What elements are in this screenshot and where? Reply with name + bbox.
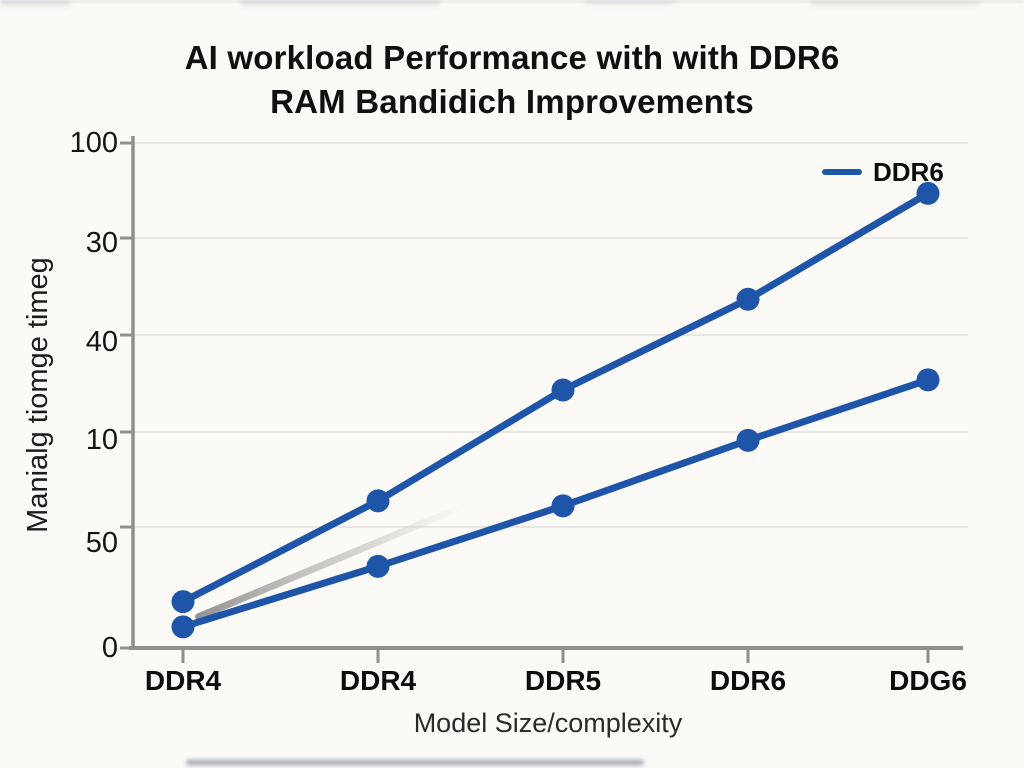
noise-smudge [0,0,70,6]
legend: DDR6 [822,157,944,187]
data-point [171,615,195,639]
data-point [916,181,940,205]
top-noise-band [0,0,1024,3]
y-tick-label: 100 [69,127,118,159]
data-point [551,378,575,402]
data-point [916,368,940,392]
stray-fade-line [195,499,474,621]
data-point [366,489,390,513]
x-tick-label: DDR5 [524,665,602,696]
data-point [366,554,390,578]
legend-line-swatch [822,169,862,175]
chart-title-line1: AI workload Performance with with DDR6 [184,39,840,76]
legend-label: DDR6 [873,157,944,187]
noise-smudge [810,1,980,5]
y-tick-label: 0 [101,632,118,664]
chart-title-line2: RAM Bandidich Improvements [270,83,754,120]
x-tick-label: DDR4 [144,665,222,696]
noise-smudge [585,0,675,4]
x-tick-label: DDR4 [339,665,417,696]
y-axis-title: Manialg tiomge timeg [22,257,54,533]
bottom-noise-artifact [186,760,644,765]
data-point [736,287,760,311]
x-tick-label: DDG6 [889,665,967,696]
y-tick-label: 30 [85,227,118,259]
x-tick-label: DDR6 [709,665,787,696]
chart-title: AI workload Performance with with DDR6 R… [0,36,1024,124]
data-point [551,494,575,518]
y-tick-label: 50 [85,527,118,559]
data-point [736,428,760,452]
y-tick-label: 10 [85,424,118,456]
data-point [171,590,195,614]
noise-smudge [240,0,440,5]
x-axis-title: Model Size/complexity [413,708,683,738]
y-tick-label: 40 [85,326,118,358]
